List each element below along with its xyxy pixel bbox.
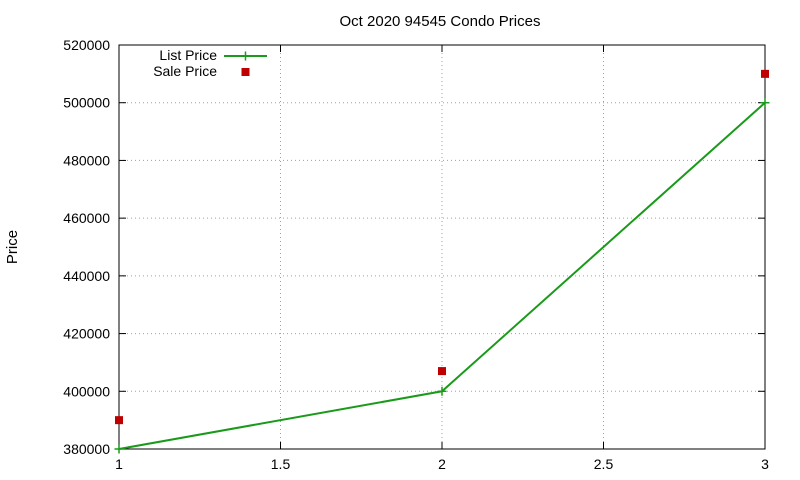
y-tick-label: 380000 xyxy=(63,441,110,457)
chart-title: Oct 2020 94545 Condo Prices xyxy=(340,13,541,30)
data-point-sale-price xyxy=(438,367,446,376)
y-tick-label: 480000 xyxy=(63,152,110,168)
legend-marker-sale-price xyxy=(241,68,250,76)
y-tick-label: 500000 xyxy=(63,95,110,111)
series-layer xyxy=(114,69,770,454)
x-tick-label: 3 xyxy=(761,456,769,472)
data-point-list-price xyxy=(114,444,124,454)
x-tick-label: 1.5 xyxy=(271,456,291,472)
legend-label-sale-price: Sale Price xyxy=(153,63,217,79)
y-tick-label: 440000 xyxy=(63,268,110,284)
y-tick-label: 460000 xyxy=(63,210,110,226)
x-tick-label: 2.5 xyxy=(594,456,614,472)
legend-marker-list-price xyxy=(241,51,250,61)
y-tick-label: 400000 xyxy=(63,383,110,399)
data-point-list-price xyxy=(437,386,447,396)
grid-lines xyxy=(119,45,765,449)
data-point-sale-price xyxy=(115,416,123,425)
legend-label-list-price: List Price xyxy=(159,47,217,63)
data-point-list-price xyxy=(760,98,770,108)
x-tick-label: 2 xyxy=(438,456,446,472)
axis-ticks: 380000 400000 420000 440000 460000 480000 5000… xyxy=(63,37,769,472)
legend: List Price Sale Price xyxy=(153,47,267,79)
y-tick-label: 520000 xyxy=(63,37,110,53)
data-point-sale-price xyxy=(761,69,769,78)
legend-symbol-list-price xyxy=(224,51,267,61)
y-axis-label: Price xyxy=(4,230,21,264)
legend-symbol-sale-price xyxy=(241,68,250,76)
x-tick-label: 1 xyxy=(115,456,123,472)
y-tick-label: 420000 xyxy=(63,326,110,342)
